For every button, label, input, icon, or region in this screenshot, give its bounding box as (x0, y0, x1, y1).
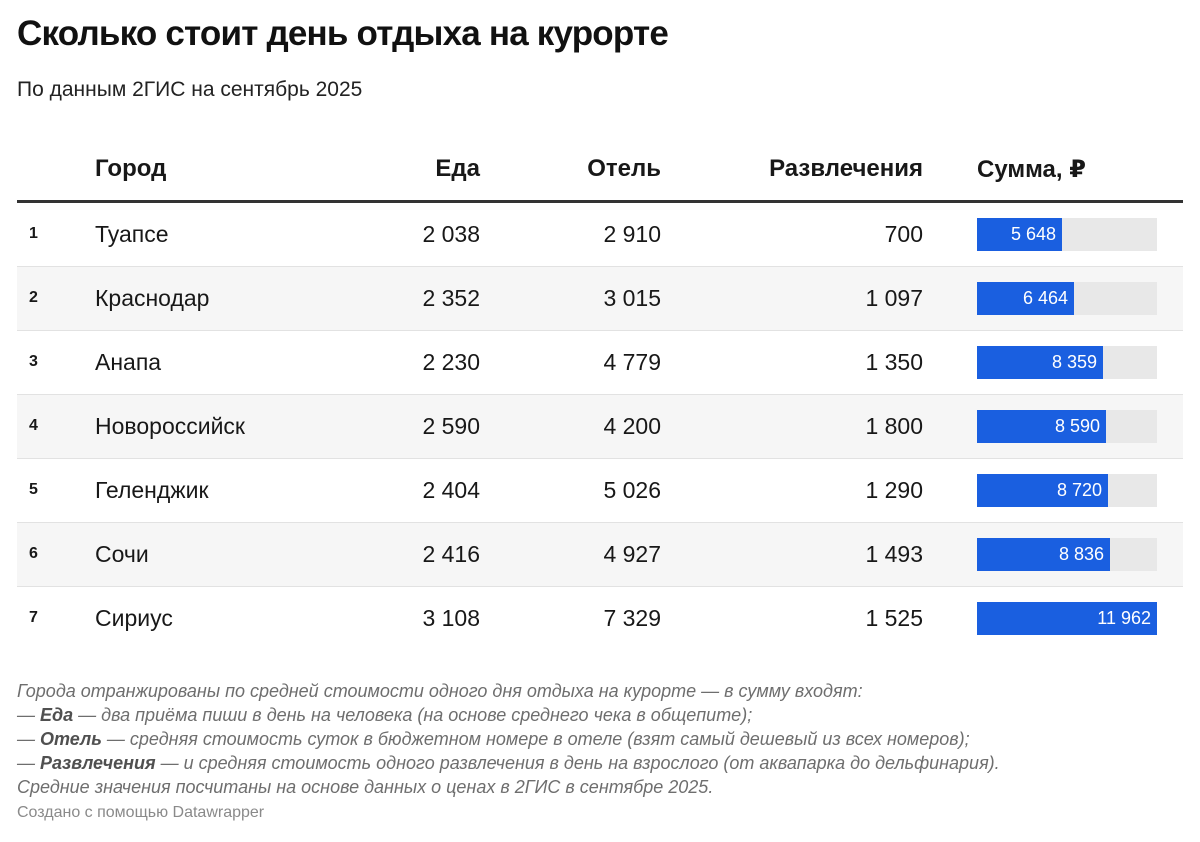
notes: Города отранжированы по средней стоимост… (17, 679, 1183, 799)
row-fun-value: 1 097 (865, 285, 923, 311)
row-hotel-value: 4 927 (603, 541, 661, 567)
notes-dash: — (17, 753, 35, 773)
sum-bar-label: 11 962 (1097, 608, 1151, 628)
row-food-value: 2 416 (422, 541, 480, 567)
data-table: Город Еда Отель Развлечения Сумма, ₽ 1 Ту… (17, 140, 1183, 650)
row-rank: 4 (29, 417, 38, 434)
table-header: Город Еда Отель Развлечения Сумма, ₽ (17, 140, 1183, 203)
row-fun-value: 1 350 (865, 349, 923, 375)
row-hotel-value: 4 779 (603, 349, 661, 375)
notes-fun-term: Развлечения (40, 753, 156, 773)
row-fun-value: 1 493 (865, 541, 923, 567)
sum-bar-track: 5 648 (977, 218, 1157, 251)
row-rank: 3 (29, 353, 38, 370)
header-city[interactable]: Город (95, 155, 167, 182)
table-row: 2 Краснодар 2 352 3 015 1 097 6 464 (17, 267, 1183, 331)
row-rank: 2 (29, 289, 38, 306)
row-hotel-value: 4 200 (603, 413, 661, 439)
row-food-value: 3 108 (422, 605, 480, 631)
notes-food: — Еда — два приёма пиши в день на челове… (17, 703, 1183, 727)
row-rank: 6 (29, 545, 38, 562)
sum-bar: 8 359 (977, 346, 1103, 379)
sum-bar: 5 648 (977, 218, 1062, 251)
sum-bar-label: 8 359 (1051, 352, 1097, 372)
row-food-value: 2 038 (422, 221, 480, 247)
row-city: Сочи (95, 541, 149, 567)
table-row: 6 Сочи 2 416 4 927 1 493 8 836 (17, 523, 1183, 587)
header-fun[interactable]: Развлечения (769, 155, 923, 182)
row-rank: 7 (29, 609, 38, 626)
row-hotel-value: 3 015 (603, 285, 661, 311)
row-rank: 5 (29, 481, 38, 498)
chart-title: Сколько стоит день отдыха на курорте (17, 14, 669, 53)
sum-bar: 11 962 (977, 602, 1157, 635)
sum-bar-label: 6 464 (1022, 288, 1068, 308)
sum-bar-track: 6 464 (977, 282, 1157, 315)
row-city: Геленджик (95, 477, 209, 503)
notes-hotel-text: — средняя стоимость суток в бюджетном но… (101, 729, 970, 749)
sum-bar-label: 8 720 (1056, 480, 1102, 500)
row-rank: 1 (29, 225, 38, 242)
row-fun-value: 700 (884, 221, 923, 247)
row-city: Анапа (95, 349, 162, 375)
notes-food-term: Еда (40, 705, 74, 725)
sum-bar-track: 8 359 (977, 346, 1157, 379)
sum-bar-label: 5 648 (1010, 224, 1056, 244)
notes-intro: Города отранжированы по средней стоимост… (17, 681, 863, 701)
notes-fun-text: — и средняя стоимость одного развлечения… (155, 753, 1000, 773)
row-food-value: 2 230 (422, 349, 480, 375)
sum-bar-label: 8 590 (1054, 416, 1100, 436)
row-hotel-value: 2 910 (603, 221, 661, 247)
row-hotel-value: 5 026 (603, 477, 661, 503)
credit-link[interactable]: Создано с помощью Datawrapper (17, 804, 265, 821)
notes-dash: — (17, 705, 35, 725)
notes-food-text: — два приёма пиши в день на человека (на… (73, 705, 753, 725)
header-hotel[interactable]: Отель (587, 155, 661, 182)
row-hotel-value: 7 329 (603, 605, 661, 631)
row-food-value: 2 404 (422, 477, 480, 503)
sum-bar-track: 11 962 (977, 602, 1157, 635)
row-fun-value: 1 525 (865, 605, 923, 631)
row-food-value: 2 590 (422, 413, 480, 439)
table-row: 5 Геленджик 2 404 5 026 1 290 8 720 (17, 459, 1183, 523)
sum-bar: 8 590 (977, 410, 1106, 443)
chart-subtitle: По данным 2ГИС на сентябрь 2025 (17, 78, 363, 101)
sum-bar-track: 8 590 (977, 410, 1157, 443)
notes-hotel: — Отель — средняя стоимость суток в бюдж… (17, 727, 1183, 751)
notes-hotel-term: Отель (40, 729, 102, 749)
table-row: 3 Анапа 2 230 4 779 1 350 8 359 (17, 331, 1183, 395)
row-fun-value: 1 800 (865, 413, 923, 439)
row-fun-value: 1 290 (865, 477, 923, 503)
sum-bar-track: 8 836 (977, 538, 1157, 571)
row-city: Краснодар (95, 285, 210, 311)
sum-bar: 8 720 (977, 474, 1108, 507)
table-body: 1 Туапсе 2 038 2 910 700 5 648 2 Краснодар 2 352… (17, 203, 1183, 650)
row-food-value: 2 352 (422, 285, 480, 311)
table-row: 4 Новороссийск 2 590 4 200 1 800 8 590 (17, 395, 1183, 459)
sum-bar-track: 8 720 (977, 474, 1157, 507)
notes-fun: — Развлечения — и средняя стоимость одно… (17, 751, 1183, 775)
header-sum[interactable]: Сумма, ₽ (977, 156, 1086, 183)
sum-bar: 6 464 (977, 282, 1074, 315)
sum-bar-label: 8 836 (1058, 544, 1104, 564)
notes-outro: Средние значения посчитаны на основе дан… (17, 777, 714, 797)
table-row: 7 Сириус 3 108 7 329 1 525 11 962 (17, 587, 1183, 650)
table-row: 1 Туапсе 2 038 2 910 700 5 648 (17, 203, 1183, 267)
row-city: Сириус (95, 605, 173, 631)
notes-dash: — (17, 729, 35, 749)
row-city: Туапсе (95, 221, 169, 247)
sum-bar: 8 836 (977, 538, 1110, 571)
row-city: Новороссийск (95, 413, 245, 439)
header-food[interactable]: Еда (435, 155, 480, 182)
